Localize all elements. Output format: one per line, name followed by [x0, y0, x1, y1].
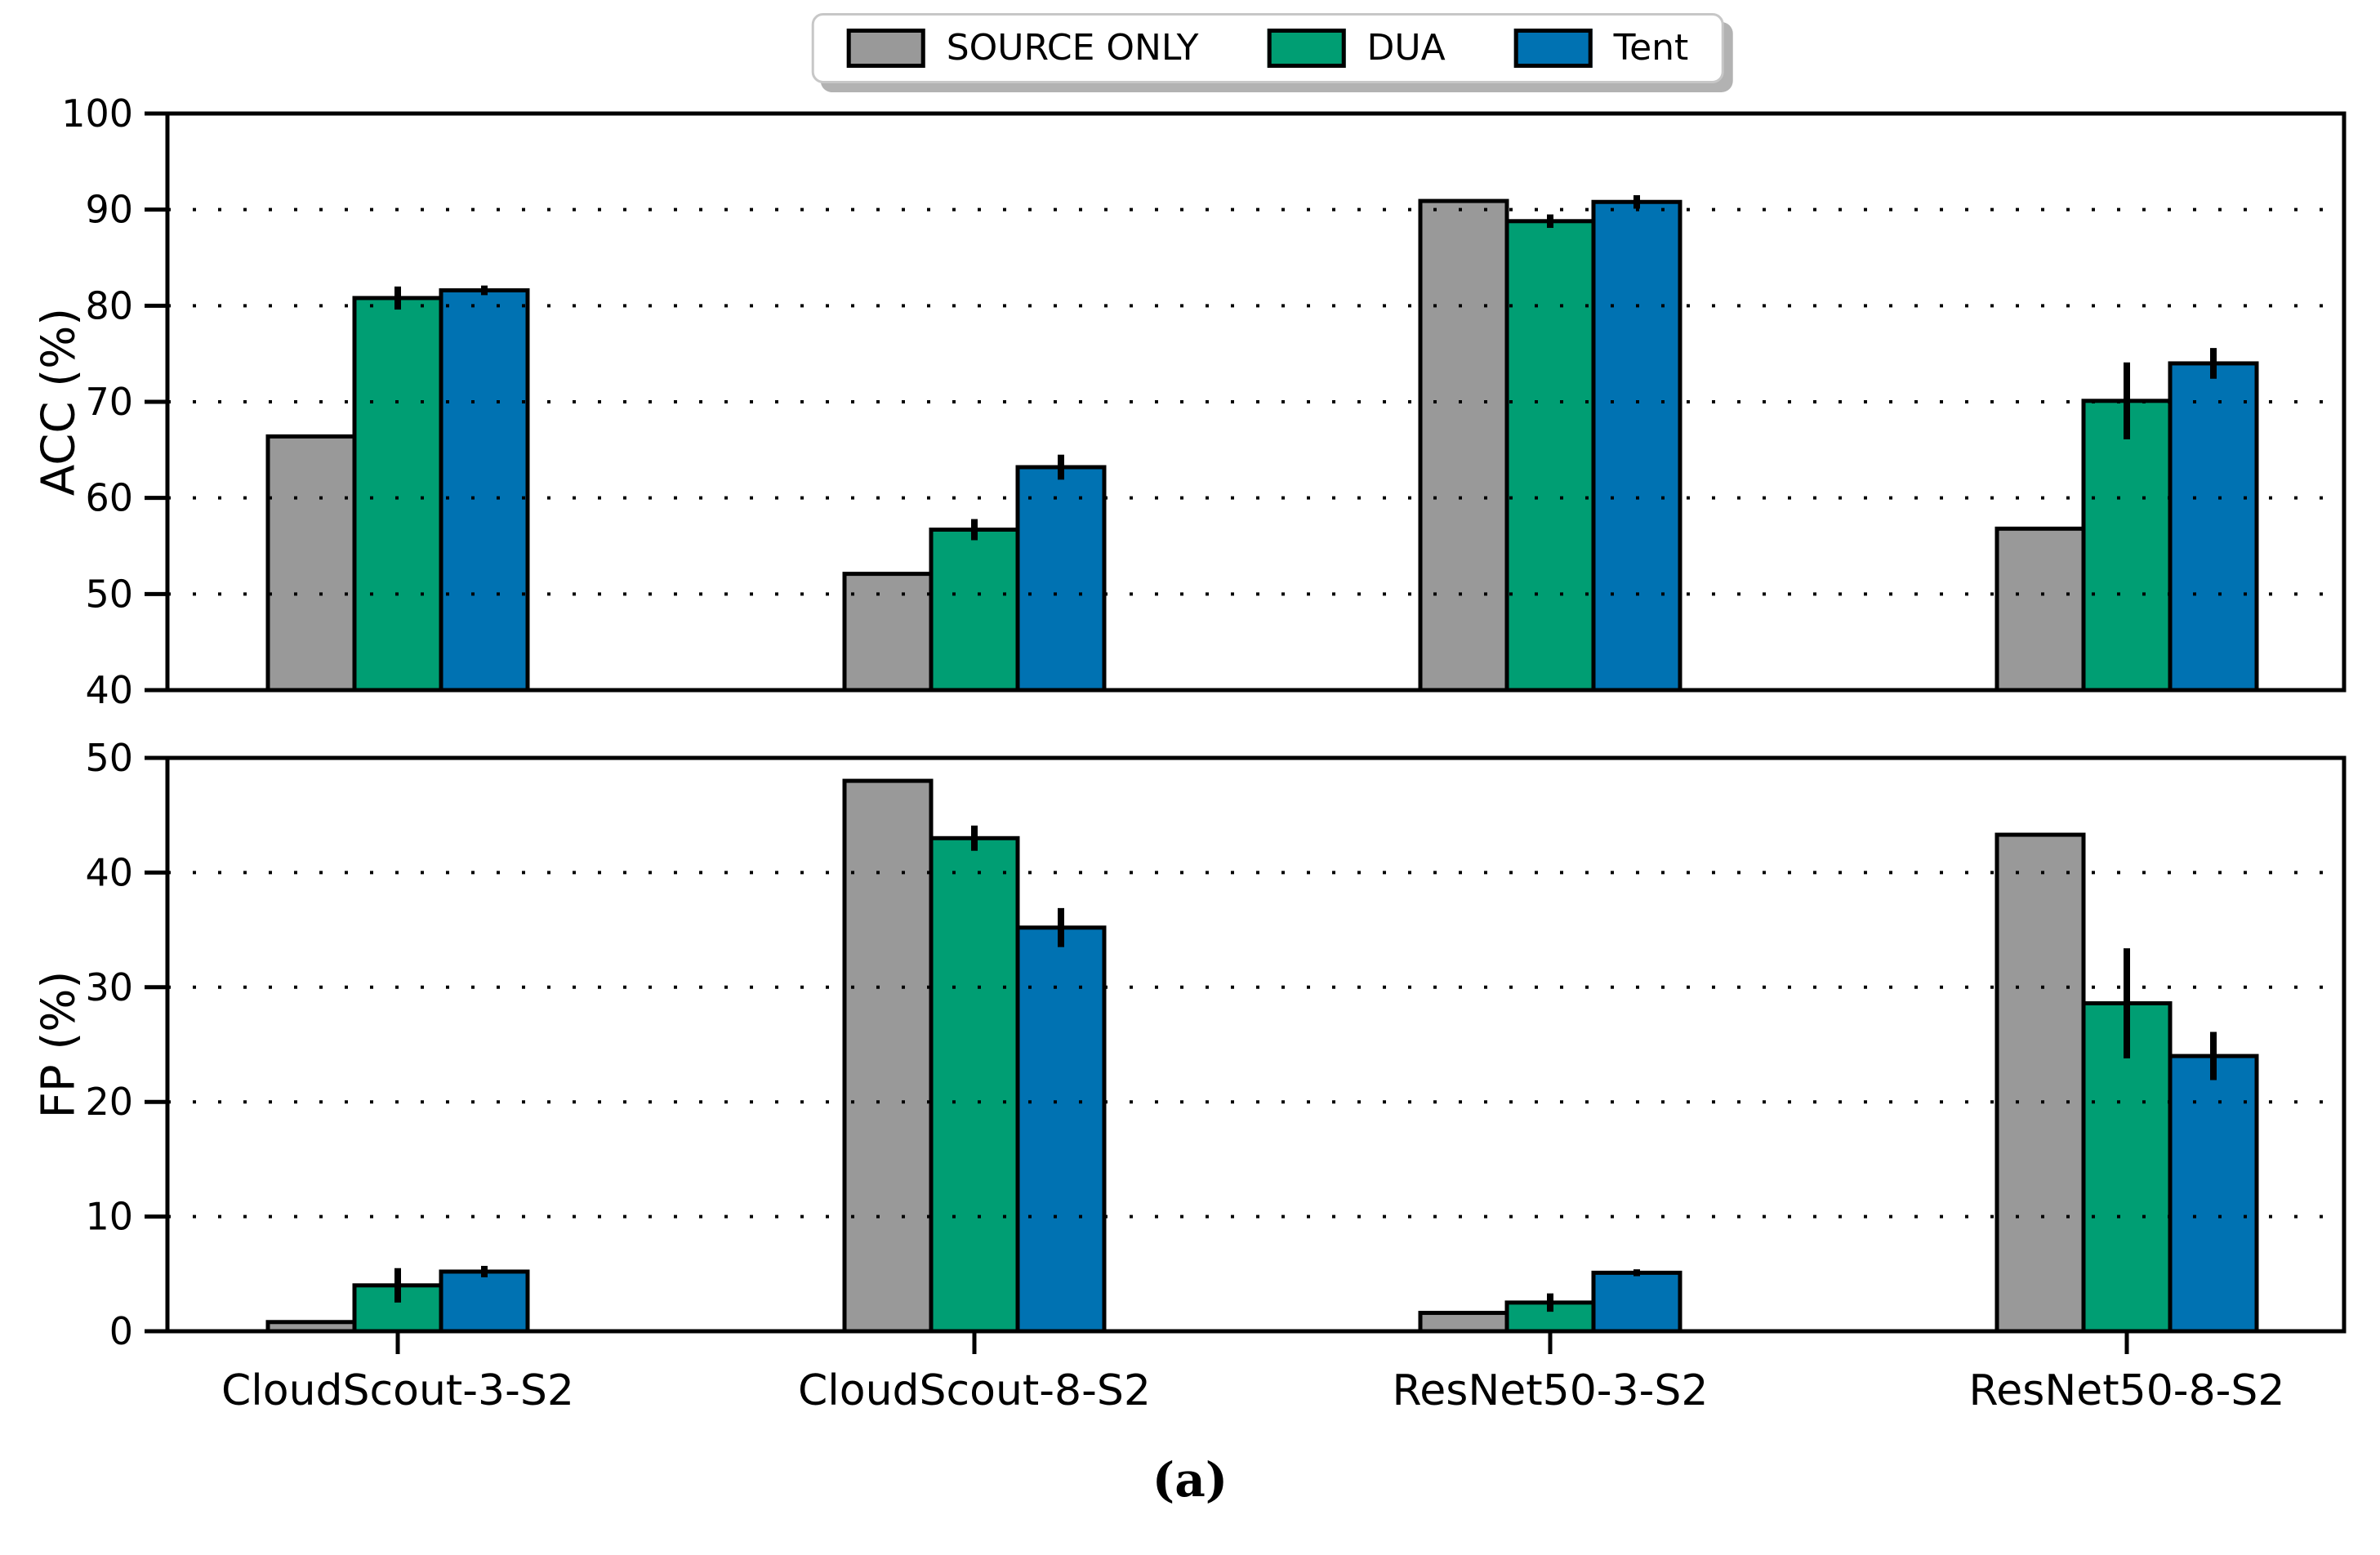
bar-source-only-resnet50-8-s2 [1994, 832, 2086, 1334]
bar-source-only-resnet50-3-s2 [1418, 198, 1509, 693]
acc-axis-label: ACC (%) [33, 308, 86, 496]
legend-swatch-tent [1513, 29, 1593, 68]
y-tick-label-60: 60 [85, 476, 133, 520]
legend: SOURCE ONLY DUA Tent [811, 13, 1724, 83]
y-tick-label-20: 20 [85, 1080, 133, 1124]
fp-panel: 0 10 20 30 40 50 CloudScout-3-S2 CloudScout-8-S… [33, 736, 2347, 1415]
bar-source-only-resnet50-8-s2 [1994, 526, 2086, 693]
bar-tent-cloudscout-3-s2 [439, 1269, 530, 1334]
y-tick-label-50: 50 [85, 736, 133, 780]
bar-tent-cloudscout-3-s2 [439, 288, 530, 693]
legend-swatch-source-only [846, 29, 925, 68]
y-tick-label-70: 70 [85, 380, 133, 424]
legend-swatch-dua [1267, 29, 1346, 68]
legend-item-dua: DUA [1267, 27, 1446, 69]
y-tick-label-100: 100 [61, 91, 133, 136]
x-category-label-3: ResNet50-8-S2 [1968, 1366, 2284, 1415]
bar-tent-cloudscout-8-s2 [1015, 465, 1107, 693]
bar-dua-resnet50-8-s2 [2081, 399, 2173, 693]
y-tick-label-40: 40 [85, 850, 133, 894]
legend-label-source-only: SOURCE ONLY [946, 27, 1199, 69]
y-tick-label-40: 40 [85, 668, 133, 712]
bar-tent-resnet50-3-s2 [1591, 1270, 1682, 1334]
bar-source-only-cloudscout-8-s2 [842, 778, 934, 1334]
legend-label-tent: Tent [1613, 27, 1689, 69]
x-category-label-2: ResNet50-3-S2 [1392, 1366, 1708, 1415]
legend-item-source-only: SOURCE ONLY [846, 27, 1199, 69]
axes-spines [165, 755, 2347, 1334]
fp-axis-label: FP (%) [33, 971, 86, 1119]
bar-dua-resnet50-3-s2 [1504, 219, 1596, 693]
bar-tent-resnet50-8-s2 [2168, 1054, 2259, 1334]
figure-caption: (a) [1152, 1452, 1228, 1508]
bar-source-only-cloudscout-8-s2 [842, 572, 934, 693]
y-tick-label-30: 30 [85, 965, 133, 1009]
legend-item-tent: Tent [1513, 27, 1689, 69]
bar-tent-resnet50-8-s2 [2168, 361, 2259, 693]
y-tick-label-0: 0 [109, 1309, 133, 1353]
y-tick-label-80: 80 [85, 283, 133, 327]
bar-dua-cloudscout-8-s2 [929, 527, 1020, 693]
bar-dua-cloudscout-8-s2 [929, 835, 1020, 1334]
y-tick-label-10: 10 [85, 1195, 133, 1239]
y-tick-label-90: 90 [85, 188, 133, 232]
bar-source-only-cloudscout-3-s2 [265, 434, 357, 693]
x-category-label-1: CloudScout-8-S2 [798, 1366, 1151, 1415]
legend-label-dua: DUA [1366, 27, 1446, 69]
y-tick-label-50: 50 [85, 572, 133, 616]
bar-tent-resnet50-3-s2 [1591, 199, 1682, 693]
bar-source-only-resnet50-3-s2 [1418, 1311, 1509, 1334]
bar-dua-cloudscout-3-s2 [352, 296, 443, 693]
acc-panel: 40 50 60 70 80 90 100 ACC (%) [33, 91, 2347, 712]
x-category-label-0: CloudScout-3-S2 [221, 1366, 574, 1415]
